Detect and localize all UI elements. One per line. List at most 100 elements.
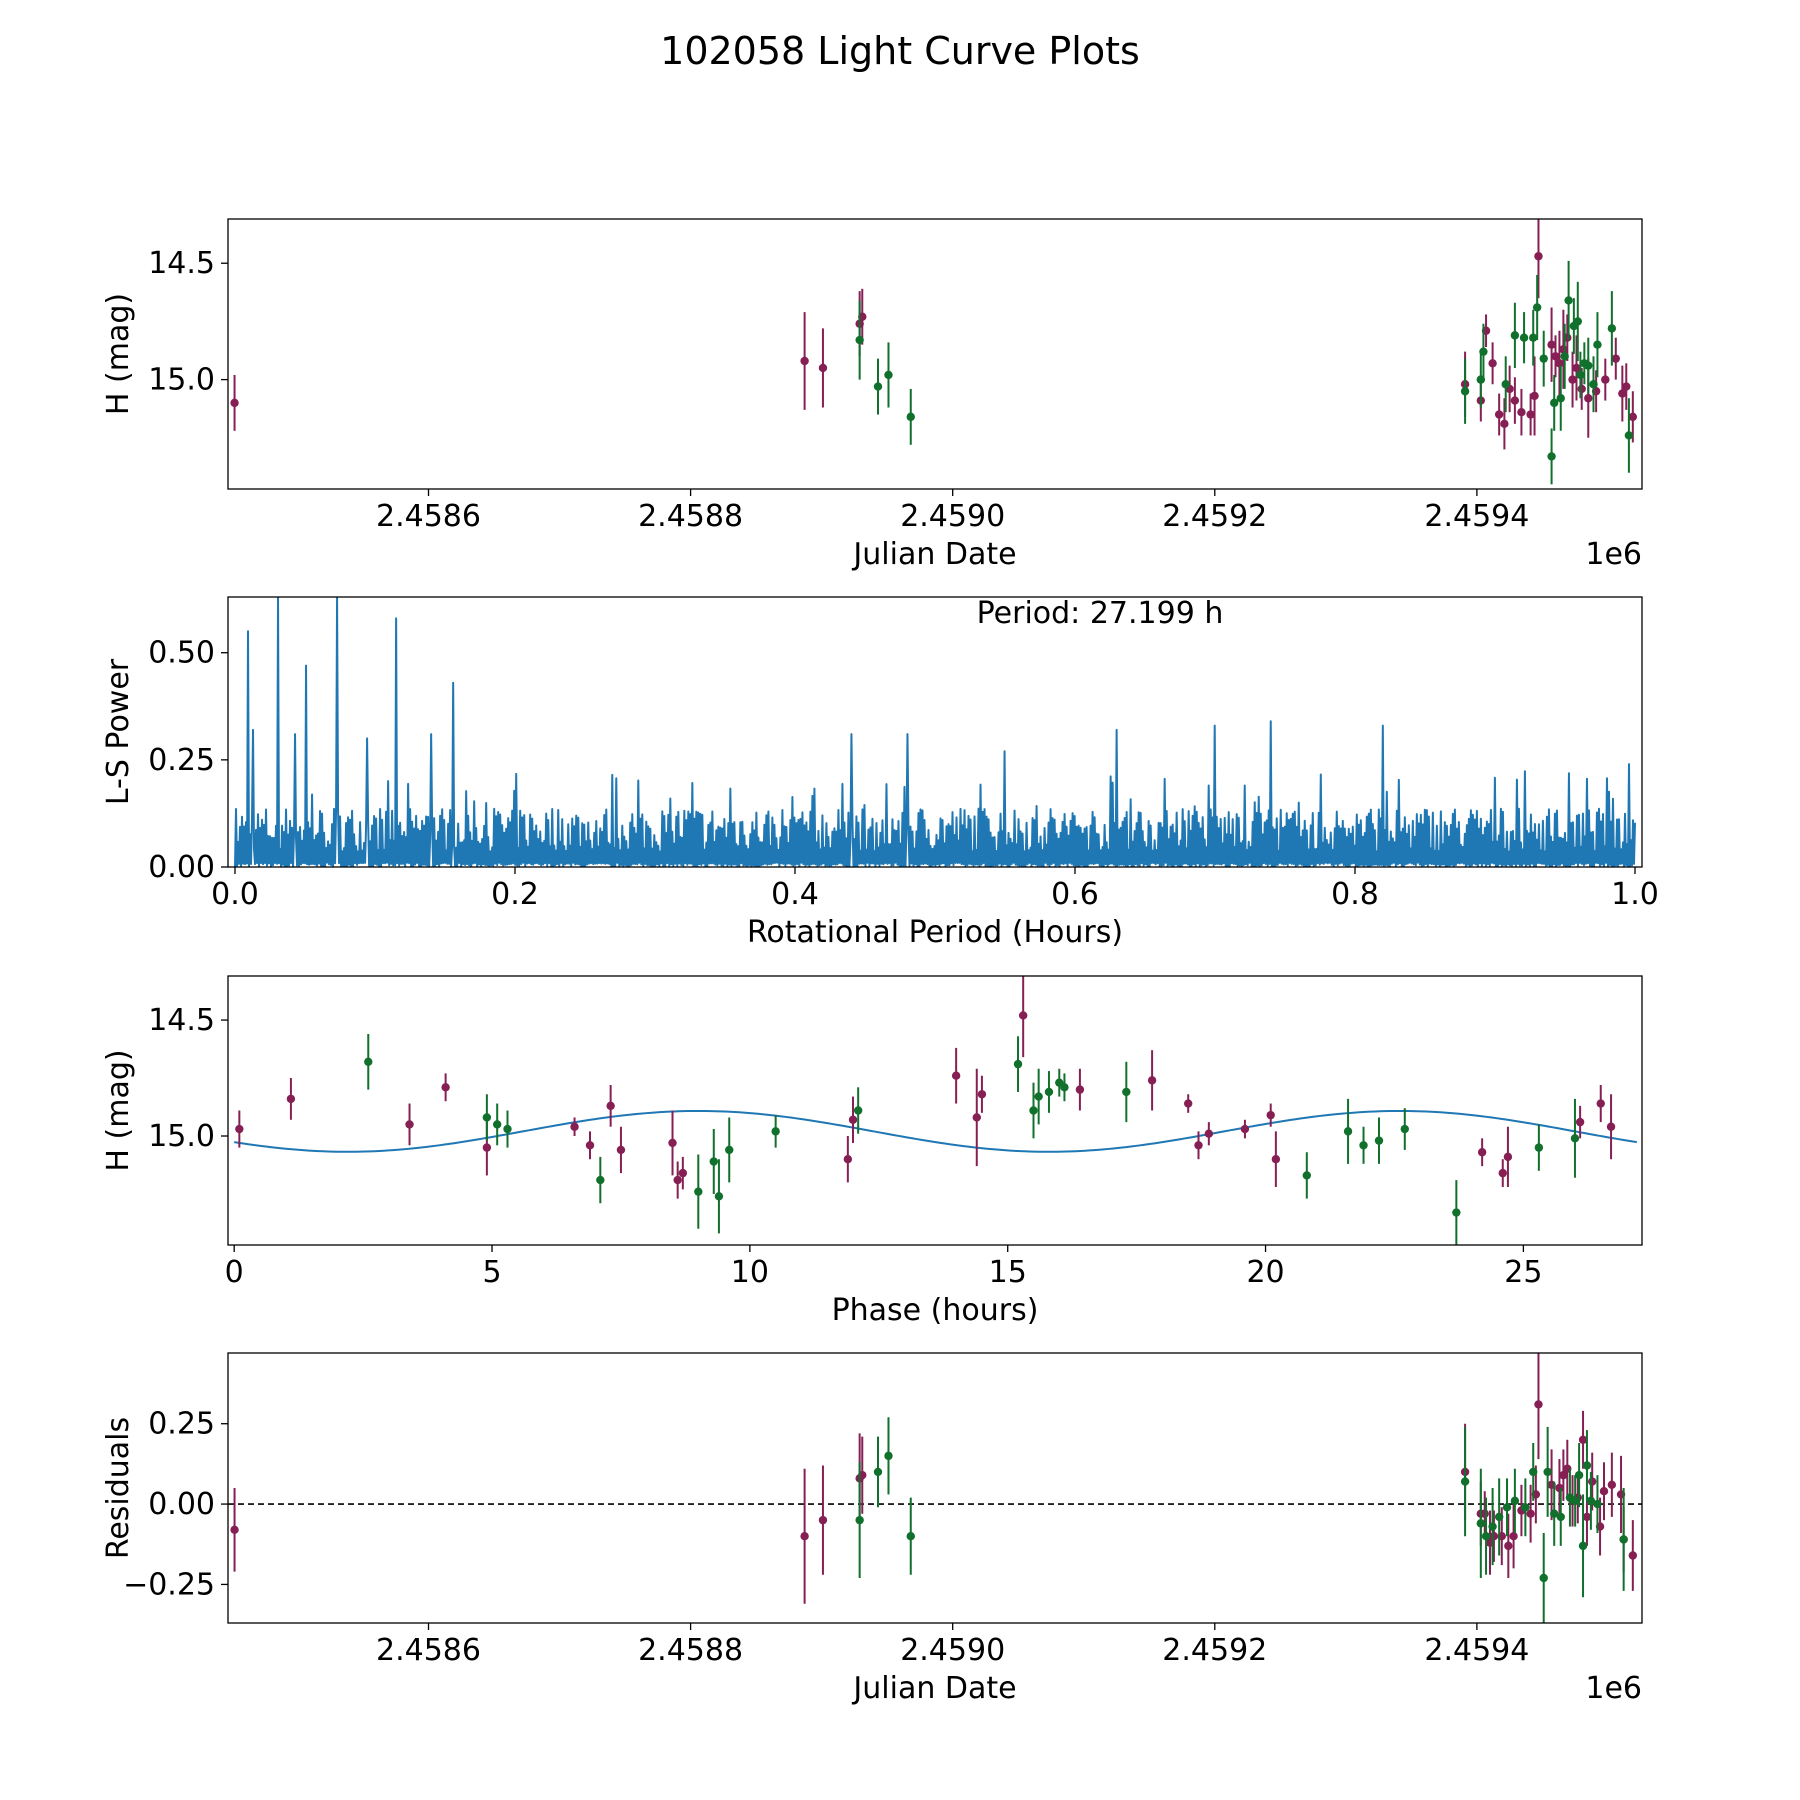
data-point (1549, 1509, 1559, 1518)
data-point (977, 1090, 987, 1099)
fit-curve (234, 1109, 1637, 1153)
series-filter-B (364, 1033, 1580, 1245)
data-point (1510, 396, 1520, 405)
data-point (1618, 389, 1627, 398)
data-point (1628, 412, 1638, 422)
x-tick-label: 2.4590 (900, 499, 1005, 534)
y-tick-label: −0.25 (123, 1567, 215, 1602)
data-point (1601, 375, 1610, 384)
plot-area (230, 219, 1638, 485)
data-point (1549, 398, 1559, 408)
data-point (1075, 1085, 1085, 1094)
data-point (1539, 1573, 1548, 1583)
data-point (235, 1124, 244, 1134)
data-point (286, 1094, 296, 1104)
data-point (405, 1120, 414, 1129)
x-tick-label: 2.4588 (638, 499, 743, 534)
data-point (1560, 352, 1569, 361)
data-point (678, 1168, 688, 1178)
data-point (1510, 1496, 1520, 1506)
data-point (1576, 370, 1585, 380)
x-axis-label: Julian Date (851, 537, 1016, 572)
data-point (1530, 391, 1539, 401)
x-tick-label: 2.4592 (1162, 499, 1267, 534)
x-tick-label: 0.4 (771, 877, 819, 912)
data-point (1481, 1532, 1491, 1541)
x-tick-label: 2.4590 (900, 1633, 1005, 1668)
data-point (1204, 1129, 1214, 1138)
data-point (673, 1175, 682, 1185)
x-tick-label: 0.2 (491, 877, 539, 912)
data-point (884, 370, 893, 380)
data-point (503, 1124, 512, 1134)
data-point (1034, 1092, 1043, 1101)
data-point (1568, 375, 1577, 384)
x-tick-label: 2.4592 (1162, 1633, 1267, 1668)
data-point (1555, 359, 1564, 368)
x-tick-label: 15 (989, 1255, 1027, 1290)
data-point (570, 1122, 579, 1131)
data-point (1147, 1076, 1157, 1085)
data-point (1619, 1535, 1628, 1544)
y-axis-label: H (mag) (101, 293, 136, 415)
data-point (1593, 340, 1602, 349)
figure-title: 102058 Light Curve Plots (660, 29, 1140, 73)
data-point (1624, 431, 1634, 440)
data-point (714, 1192, 724, 1201)
data-point (1509, 1532, 1518, 1541)
data-point (1599, 1487, 1609, 1496)
data-point (855, 335, 864, 345)
data-point (1556, 394, 1565, 403)
data-point (1044, 1087, 1054, 1097)
data-point (855, 1515, 864, 1525)
data-point (1460, 387, 1470, 396)
data-point (1578, 1435, 1588, 1444)
data-point (616, 1145, 626, 1155)
plot-panels: 2.4586 2.4588 2.4590 2.4592 2.4594 15.0 14.5 Ju… (101, 218, 1659, 1706)
panel-jd: 2.4586 2.4588 2.4590 2.4592 2.4594 15.0 14.5 Ju… (101, 218, 1643, 572)
data-point (482, 1143, 492, 1152)
data-point (1572, 363, 1581, 373)
data-point (906, 412, 915, 422)
data-point (972, 1113, 981, 1122)
data-point (1452, 1208, 1461, 1217)
data-point (1240, 1124, 1250, 1134)
data-point (1539, 354, 1548, 363)
data-point (1271, 1154, 1281, 1164)
data-point (1582, 1461, 1592, 1470)
data-point (1593, 1499, 1602, 1509)
data-point (1502, 1503, 1512, 1512)
data-point (1489, 1532, 1499, 1541)
x-tick-label: 2.4588 (638, 1633, 743, 1668)
y-tick-label: 15.0 (148, 1119, 215, 1154)
x-tick-label: 1.0 (1611, 877, 1659, 912)
data-point (1517, 407, 1526, 417)
data-point (1575, 1117, 1585, 1127)
data-point (1573, 317, 1582, 326)
data-point (1606, 1122, 1616, 1131)
panel-phase: 0 5 10 15 20 25 15.0 14.5 Phase (hours) H (mag) (101, 975, 1643, 1328)
data-point (848, 1115, 858, 1124)
plot-area (228, 1353, 1642, 1623)
y-tick-label: 14.5 (148, 1003, 215, 1038)
data-point (1570, 1134, 1580, 1143)
x-offset-label: 1e6 (1585, 537, 1642, 572)
axes-frame (227, 218, 1643, 490)
data-point (1589, 380, 1598, 389)
data-point (951, 1071, 961, 1080)
data-point (1529, 1467, 1538, 1477)
data-point (1526, 410, 1535, 419)
data-point (1503, 1152, 1513, 1162)
data-point (1494, 410, 1504, 419)
x-tick-label: 0.8 (1331, 877, 1379, 912)
data-point (1588, 1477, 1597, 1486)
y-tick-label: 0.25 (148, 743, 215, 778)
y-axis-label: Residuals (101, 1417, 136, 1559)
data-point (1500, 419, 1509, 429)
series-filter-B (855, 1417, 1628, 1623)
data-point (230, 398, 239, 408)
plot-area (234, 597, 1636, 867)
data-point (1018, 1011, 1028, 1020)
data-point (1534, 1400, 1543, 1409)
x-axis-label: Phase (hours) (832, 1293, 1039, 1328)
